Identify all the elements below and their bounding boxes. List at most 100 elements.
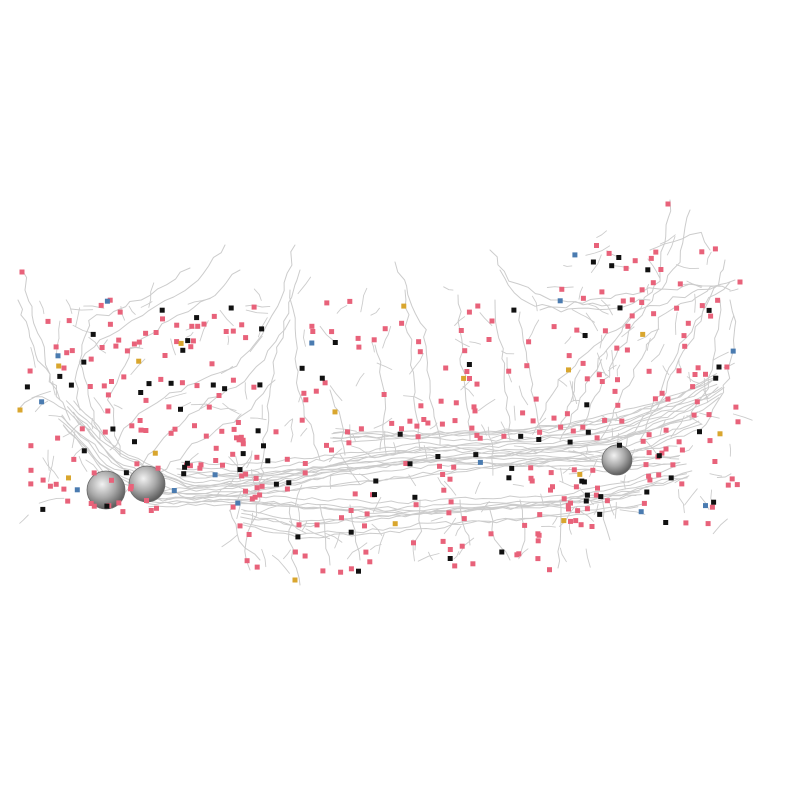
- neurite-path: [359, 473, 370, 481]
- synapse-marker-yellow: [152, 450, 158, 456]
- synapse-marker-blue: [55, 353, 61, 359]
- synapse-marker-black: [194, 315, 200, 321]
- synapse-marker-pink: [437, 463, 442, 469]
- synapse-marker-pink: [439, 421, 445, 427]
- neurite-path: [646, 284, 650, 295]
- neurite-path: [499, 269, 651, 313]
- synapse-marker-pink: [486, 337, 492, 342]
- neurite-path: [238, 506, 639, 539]
- neurite-path: [88, 336, 107, 354]
- synapse-marker-pink: [580, 295, 586, 301]
- neurite-path: [666, 236, 676, 256]
- synapse-marker-black: [182, 464, 188, 470]
- neurite-path: [620, 480, 630, 483]
- neurite-path: [164, 392, 187, 400]
- synapse-marker-black: [146, 381, 152, 387]
- neurite-path: [378, 533, 385, 554]
- synapse-marker-pink: [629, 313, 635, 319]
- synapse-marker-black: [645, 267, 651, 273]
- synapse-marker-pink: [530, 418, 536, 424]
- synapse-marker-pink: [612, 388, 618, 394]
- neurite-path: [513, 445, 538, 454]
- synapse-marker-pink: [136, 339, 142, 345]
- synapse-marker-pink: [566, 506, 571, 512]
- synapse-marker-pink: [102, 429, 108, 435]
- synapse-marker-pink: [53, 481, 59, 487]
- synapse-marker-black: [706, 307, 712, 313]
- synapse-marker-pink: [685, 320, 691, 326]
- synapse-marker-pink: [356, 344, 362, 350]
- synapse-marker-pink: [105, 392, 111, 398]
- neurite-path: [74, 244, 226, 411]
- synapse-marker-pink: [528, 475, 534, 481]
- neurite-path: [689, 299, 722, 421]
- synapse-marker-pink: [240, 437, 246, 443]
- synapse-marker-pink: [663, 427, 669, 433]
- neurite-path: [732, 413, 753, 421]
- neurite-path: [186, 331, 194, 338]
- neurite-path: [325, 533, 343, 543]
- synapse-marker-pink: [190, 338, 196, 344]
- synapse-marker-pink: [143, 397, 149, 403]
- synapse-marker-pink: [574, 327, 580, 333]
- neurite-path: [568, 521, 572, 535]
- neurite-path: [494, 299, 511, 441]
- synapse-marker-pink: [211, 313, 217, 319]
- neurite-path: [615, 432, 620, 446]
- synapse-marker-pink: [53, 344, 59, 350]
- neurite-path: [294, 484, 303, 507]
- synapse-marker-black: [697, 429, 702, 435]
- synapse-marker-pink: [417, 349, 423, 355]
- neurite-path: [572, 450, 594, 462]
- synapse-marker-black: [447, 556, 453, 561]
- neurite-path: [319, 504, 331, 566]
- synapse-marker-pink: [590, 467, 596, 473]
- synapse-marker-pink: [451, 464, 457, 470]
- synapse-marker-black: [332, 340, 338, 345]
- synapse-marker-pink: [253, 475, 259, 481]
- neurite-path: [694, 293, 696, 313]
- synapse-marker-pink: [573, 518, 579, 524]
- neurite-path: [176, 446, 681, 473]
- synapse-marker-pink: [681, 333, 687, 339]
- synapse-marker-black: [210, 382, 216, 388]
- neurite-path: [70, 308, 94, 311]
- neurite-path: [334, 532, 341, 549]
- synapse-markers: [17, 201, 743, 583]
- synapse-marker-pink: [367, 559, 373, 565]
- synapse-marker-pink: [134, 461, 140, 467]
- neurite-path: [518, 548, 529, 560]
- synapse-marker-pink: [725, 482, 731, 488]
- synapse-marker-pink: [414, 423, 420, 429]
- synapse-marker-pink: [705, 521, 711, 527]
- synapse-marker-pink: [467, 376, 472, 381]
- synapse-marker-pink: [646, 432, 652, 438]
- synapse-marker-pink: [682, 343, 688, 349]
- synapse-marker-pink: [243, 335, 249, 341]
- synapse-marker-pink: [197, 465, 203, 471]
- neurite-path: [609, 503, 615, 516]
- synapse-marker-pink: [646, 473, 652, 479]
- synapse-marker-pink: [28, 443, 34, 449]
- neurite-path: [433, 507, 447, 512]
- synapse-marker-pink: [676, 439, 682, 445]
- neurite-path: [187, 298, 211, 305]
- synapse-marker-pink: [477, 435, 483, 441]
- synapse-marker-pink: [489, 318, 495, 324]
- synapse-marker-pink: [692, 372, 698, 377]
- synapse-marker-pink: [537, 429, 543, 435]
- synapse-marker-pink: [470, 561, 476, 567]
- synapse-marker-black: [511, 307, 517, 313]
- synapse-marker-pink: [389, 420, 395, 426]
- synapse-marker-yellow: [717, 431, 723, 437]
- synapse-marker-pink: [362, 523, 367, 529]
- neurite-path: [215, 478, 235, 498]
- synapse-marker-pink: [615, 377, 620, 383]
- neurite-path: [328, 448, 343, 463]
- neurite-path: [688, 371, 691, 382]
- neurite-path: [596, 230, 607, 238]
- synapse-marker-yellow: [178, 340, 184, 346]
- synapse-marker-black: [713, 375, 719, 381]
- synapse-marker-pink: [690, 384, 696, 390]
- neurite-path: [481, 501, 490, 513]
